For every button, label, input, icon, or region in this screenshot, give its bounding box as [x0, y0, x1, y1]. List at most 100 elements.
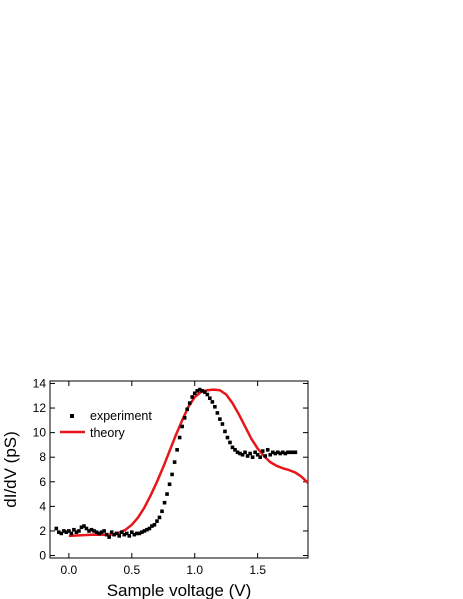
- experiment-point: [281, 450, 285, 455]
- plot-area-border: [49, 380, 309, 559]
- experiment-point: [182, 416, 187, 420]
- tick-labels: 0.0 0.5 1.0 1.5 0 2 4 6 8 10 12 14: [33, 376, 267, 577]
- y-tick-label: 2: [39, 524, 46, 538]
- experiment-point: [119, 530, 124, 534]
- experiment-point: [190, 395, 195, 399]
- x-tick-label: 0.5: [123, 563, 140, 577]
- experiment-point: [220, 422, 225, 426]
- experiment-point: [195, 389, 200, 393]
- experiment-point: [177, 435, 182, 440]
- legend: experiment theory: [60, 409, 152, 440]
- experiment-point: [253, 450, 257, 455]
- experiment-point: [132, 532, 137, 537]
- experiment-point: [57, 530, 61, 534]
- plot-frame: [49, 380, 309, 559]
- experiment-point: [293, 450, 298, 455]
- experiment-point: [167, 482, 172, 487]
- experiment-point: [59, 531, 64, 536]
- legend-marker-experiment: [70, 414, 74, 418]
- experiment-point: [260, 449, 265, 453]
- experiment-point: [124, 531, 129, 536]
- y-tick-label: 0: [39, 549, 46, 563]
- experiment-point: [150, 524, 154, 528]
- experiment-point: [127, 534, 132, 538]
- experiment-point: [160, 509, 164, 514]
- experiment-point: [54, 526, 59, 531]
- experiment-point: [135, 531, 139, 536]
- experiment-point: [258, 455, 262, 460]
- experiment-point: [112, 532, 116, 537]
- experiment-point: [208, 396, 212, 401]
- experiment-point: [255, 452, 260, 457]
- experiment-point: [270, 450, 275, 455]
- experiment-point: [268, 452, 273, 457]
- experiment-point: [64, 530, 69, 534]
- y-tick-label: 12: [33, 401, 47, 415]
- experiment-point: [213, 405, 217, 409]
- experiment-point: [218, 417, 222, 421]
- experiment-point: [82, 524, 86, 528]
- theory-line: [68, 388, 309, 538]
- experiment-point: [107, 535, 111, 539]
- experiment-point: [155, 519, 159, 523]
- experiment-point: [152, 523, 157, 527]
- experiment-point: [243, 450, 247, 455]
- experiment-point: [79, 525, 84, 530]
- experiment-point: [175, 448, 179, 452]
- experiment-point: [273, 451, 278, 456]
- legend-label-theory: theory: [90, 426, 125, 440]
- experiment-point: [230, 445, 235, 450]
- axis-ticks: [50, 381, 308, 558]
- experiment-point: [286, 450, 290, 455]
- experiment-point: [157, 515, 162, 520]
- experiment-point: [210, 400, 215, 404]
- y-tick-label: 8: [39, 450, 46, 464]
- experiment-point: [74, 530, 79, 534]
- experiment-point: [265, 448, 270, 452]
- experiment-point: [114, 531, 119, 536]
- experiment-point: [69, 531, 74, 536]
- x-axis-title: Sample voltage (V): [107, 581, 252, 599]
- experiment-point: [97, 531, 101, 536]
- legend-label-experiment: experiment: [90, 409, 152, 423]
- x-tick-label: 1.0: [186, 563, 203, 577]
- experiment-point: [276, 450, 280, 455]
- experiment-point: [172, 460, 177, 464]
- experiment-point: [102, 529, 106, 533]
- experiment-point: [109, 530, 114, 534]
- experiment-point: [147, 526, 152, 531]
- experiment-point: [170, 472, 174, 477]
- experiment-point: [67, 529, 71, 533]
- experiment-point: [140, 530, 144, 534]
- experiment-point: [223, 429, 227, 434]
- experiment-point: [142, 529, 147, 533]
- experiment-point: [263, 454, 268, 458]
- experiment-point: [200, 389, 205, 393]
- experiment-point: [84, 526, 89, 531]
- experiment-point: [162, 500, 167, 505]
- experiment-point: [145, 527, 149, 532]
- experiment-point: [240, 452, 245, 457]
- y-axis-title: dI/dV (pS): [1, 431, 20, 508]
- y-tick-label: 14: [33, 376, 47, 390]
- experiment-point: [87, 529, 91, 533]
- y-tick-label: 6: [39, 475, 46, 489]
- experiment-point: [245, 454, 250, 458]
- experiment-point: [62, 529, 66, 533]
- experiment-point: [92, 529, 96, 533]
- y-tick-label: 10: [33, 426, 47, 440]
- experiment-point: [137, 531, 142, 536]
- experiment-point: [283, 451, 288, 456]
- x-tick-label: 1.5: [249, 563, 266, 577]
- experiment-point: [291, 450, 295, 455]
- experiment-point: [77, 529, 81, 533]
- experiment-point: [233, 448, 237, 452]
- experiment-point: [197, 387, 202, 392]
- y-tick-label: 4: [39, 499, 46, 513]
- experiment-series: [54, 387, 298, 539]
- experiment-point: [203, 390, 207, 394]
- experiment-point: [185, 407, 189, 412]
- experiment-point: [250, 455, 255, 460]
- experiment-point: [104, 532, 109, 537]
